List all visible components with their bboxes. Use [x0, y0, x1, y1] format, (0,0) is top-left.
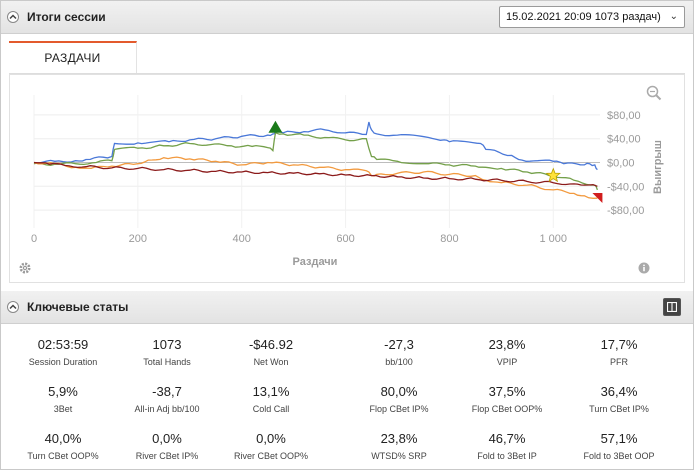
stat-cell[interactable]: 46,7% Fold to 3Bet IP [455, 429, 559, 461]
stat-cell[interactable]: 17,7% PFR [567, 335, 671, 367]
stat-cell[interactable]: 0,0% River CBet IP% [115, 429, 219, 461]
stat-label: WTSD% SRP [371, 451, 427, 461]
stat-value: 1073 [152, 337, 182, 352]
chevron-down-icon: ⌄ [669, 11, 678, 22]
stat-cell[interactable]: 02:53:59 Session Duration [11, 335, 115, 367]
stat-value: 37,5% [488, 384, 526, 399]
stat-row: 40,0% Turn CBet OOP% 0,0% River CBet IP% 0,0… [1, 429, 693, 475]
stat-label: Total Hands [143, 357, 191, 367]
y-tick-label: $80,00 [607, 110, 641, 122]
x-tick-label: 1 000 [540, 233, 568, 245]
star-marker [545, 167, 561, 183]
max-marker [268, 120, 283, 133]
stat-value: 23,8% [380, 431, 418, 446]
y-tick-label: $40,00 [607, 134, 641, 146]
stat-cell[interactable]: -27,3 bb/100 [347, 335, 451, 367]
stat-cell[interactable]: 23,8% WTSD% SRP [347, 429, 451, 461]
stat-label: Fold to 3Bet OOP [583, 451, 655, 461]
stat-value: 40,0% [44, 431, 82, 446]
stat-label: Turn CBet OOP% [27, 451, 99, 461]
session-summary-header[interactable]: Итоги сессии 15.02.2021 20:09 1073 разда… [1, 1, 693, 34]
info-icon[interactable] [638, 262, 650, 274]
session-select[interactable]: 15.02.2021 20:09 1073 раздач) ⌄ [499, 6, 685, 28]
stat-row: 02:53:59 Session Duration 1073 Total Hands -… [1, 335, 693, 381]
stat-cell[interactable]: 36,4% Turn CBet IP% [567, 382, 671, 414]
stat-value: -38,7 [152, 384, 182, 399]
stat-label: River CBet IP% [135, 451, 199, 461]
winnings-chart-panel: 0 200 400 600 800 1 000 $80,00 $40,00 $0,00 -$40… [9, 74, 685, 283]
stat-value: 46,7% [488, 431, 526, 446]
stat-value: 57,1% [600, 431, 638, 446]
stat-value: 0,0% [256, 431, 286, 446]
session-summary-title: Итоги сессии [27, 10, 106, 24]
stat-label: PFR [610, 357, 628, 367]
stat-cell[interactable]: 1073 Total Hands [115, 335, 219, 367]
key-stats-grid: 02:53:59 Session Duration 1073 Total Hands -… [1, 323, 693, 469]
stat-value: 23,8% [488, 337, 526, 352]
y-tick-label: $0,00 [607, 158, 635, 170]
stat-value: 17,7% [600, 337, 638, 352]
y-tick-label: -$80,00 [607, 205, 644, 217]
layout-grid-button[interactable] [663, 298, 681, 316]
winnings-chart: 0 200 400 600 800 1 000 $80,00 $40,00 $0,00 -$40… [31, 95, 664, 268]
stat-cell[interactable]: 23,8% VPIP [455, 335, 559, 367]
stat-label: bb/100 [385, 357, 413, 367]
stat-value: 02:53:59 [37, 337, 89, 352]
tab-bar: РАЗДАЧИ [9, 41, 685, 74]
min-marker [592, 193, 603, 204]
series-line-blue [33, 121, 598, 171]
x-tick-label: 400 [233, 233, 251, 245]
stat-cell[interactable]: 80,0% Flop CBet IP% [347, 382, 451, 414]
tab-hands[interactable]: РАЗДАЧИ [9, 41, 137, 73]
stat-label: Turn CBet IP% [589, 404, 649, 414]
zoom-icon[interactable] [646, 85, 662, 101]
stat-cell[interactable]: 57,1% Fold to 3Bet OOP [567, 429, 671, 461]
stat-value: -27,3 [384, 337, 414, 352]
stat-cell[interactable]: 0,0% River CBet OOP% [219, 429, 323, 461]
stat-value: -$46.92 [248, 337, 294, 352]
stat-row: 5,9% 3Bet -38,7 All-in Adj bb/100 13,1% Cold … [1, 382, 693, 428]
stat-cell[interactable]: 5,9% 3Bet [11, 382, 115, 414]
stat-label: All-in Adj bb/100 [134, 404, 200, 414]
stat-value: 80,0% [380, 384, 418, 399]
series-line-orange [33, 156, 598, 199]
stat-cell[interactable]: 40,0% Turn CBet OOP% [11, 429, 115, 461]
gear-icon[interactable] [18, 261, 32, 275]
stat-label: Flop CBet OOP% [471, 404, 543, 414]
key-stats-header[interactable]: Ключевые статы [1, 291, 693, 324]
y-axis-title: Выигрыш [652, 140, 664, 194]
stat-cell[interactable]: 37,5% Flop CBet OOP% [455, 382, 559, 414]
session-select-value: 15.02.2021 20:09 1073 раздач) [506, 11, 661, 23]
key-stats-title: Ключевые статы [27, 300, 129, 314]
stat-label: Fold to 3Bet IP [477, 451, 537, 461]
x-tick-label: 800 [440, 233, 458, 245]
stat-value: 36,4% [600, 384, 638, 399]
stat-label: VPIP [496, 357, 518, 367]
x-tick-label: 600 [336, 233, 354, 245]
stat-label: Session Duration [28, 357, 98, 367]
stat-label: Cold Call [252, 404, 290, 414]
x-tick-label: 200 [129, 233, 147, 245]
stat-value: 13,1% [252, 384, 290, 399]
x-axis-title: Раздачи [293, 256, 338, 268]
stat-cell[interactable]: -38,7 All-in Adj bb/100 [115, 382, 219, 414]
stat-value: 0,0% [152, 431, 182, 446]
collapse-icon[interactable] [7, 11, 19, 23]
stat-cell[interactable]: -$46.92 Net Won [219, 335, 323, 367]
stat-label: 3Bet [53, 404, 73, 414]
series-line-green [33, 131, 599, 191]
x-tick-label: 0 [31, 233, 37, 245]
series-line-dark-red [33, 161, 598, 187]
stat-value: 5,9% [48, 384, 78, 399]
stat-label: River CBet OOP% [233, 451, 309, 461]
stat-label: Flop CBet IP% [369, 404, 429, 414]
stat-cell[interactable]: 13,1% Cold Call [219, 382, 323, 414]
collapse-icon[interactable] [7, 301, 19, 313]
stat-label: Net Won [253, 357, 289, 367]
y-tick-label: -$40,00 [607, 181, 644, 193]
